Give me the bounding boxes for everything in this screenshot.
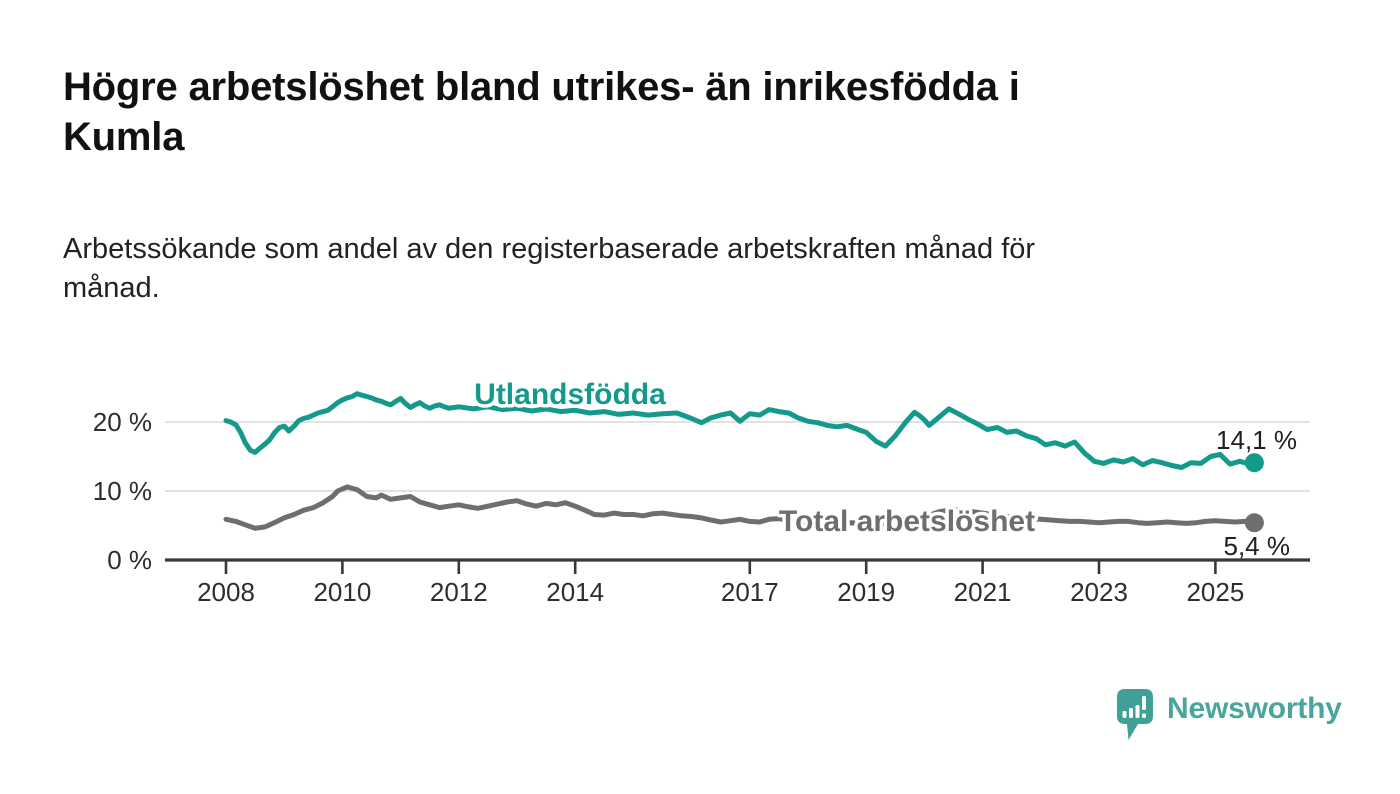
x-tick-label: 2012 [430, 577, 488, 607]
series-end-dot-total-arbetsloshet [1244, 513, 1264, 533]
chart-subtitle: Arbetssökande som andel av den registerb… [63, 230, 1253, 307]
y-tick-label: 10 % [93, 476, 152, 506]
bar-chart-glyph [1122, 696, 1146, 718]
series-end-dot-utlandsfodda [1244, 453, 1264, 473]
series-line-total-arbetsloshet [223, 484, 1257, 531]
end-value-label-utlandsfodda: 14,1 % [1216, 425, 1297, 455]
chart-header: Högre arbetslöshet bland utrikes- än inr… [63, 62, 1243, 163]
title-line-1: Högre arbetslöshet bland utrikes- än inr… [63, 65, 1020, 109]
subtitle-line-2: månad. [63, 271, 160, 304]
series-line-utlandsfodda [223, 391, 1257, 470]
y-tick-label: 0 % [107, 545, 152, 575]
y-tick-label: 20 % [93, 407, 152, 437]
subtitle-line-1: Arbetssökande som andel av den registerb… [63, 233, 1036, 265]
exclamation-dot [1142, 713, 1146, 718]
page-title: Högre arbetslöshet bland utrikes- än inr… [63, 62, 1243, 163]
x-tick-label: 2025 [1186, 577, 1244, 607]
series-label-total-arbetsloshet: Total arbetslöshet [779, 505, 1035, 538]
exclamation-bar [1142, 696, 1146, 710]
end-value-label-total-arbetsloshet: 5,4 % [1224, 531, 1291, 561]
speech-bubble-shape [1117, 689, 1153, 740]
brand-footer: Newsworthy [1113, 684, 1353, 748]
x-tick-label: 2021 [954, 577, 1012, 607]
newsworthy-logo-icon [1117, 689, 1153, 740]
title-line-2: Kumla [63, 115, 185, 160]
series-label-utlandsfodda: Utlandsfödda [474, 378, 666, 411]
x-tick-label: 2014 [546, 577, 604, 607]
x-tick-label: 2023 [1070, 577, 1128, 607]
x-tick-label: 2017 [721, 577, 779, 607]
brand-name: Newsworthy [1167, 692, 1342, 725]
x-tick-label: 2019 [837, 577, 895, 607]
x-tick-label: 2010 [313, 577, 371, 607]
x-tick-label: 2008 [197, 577, 255, 607]
